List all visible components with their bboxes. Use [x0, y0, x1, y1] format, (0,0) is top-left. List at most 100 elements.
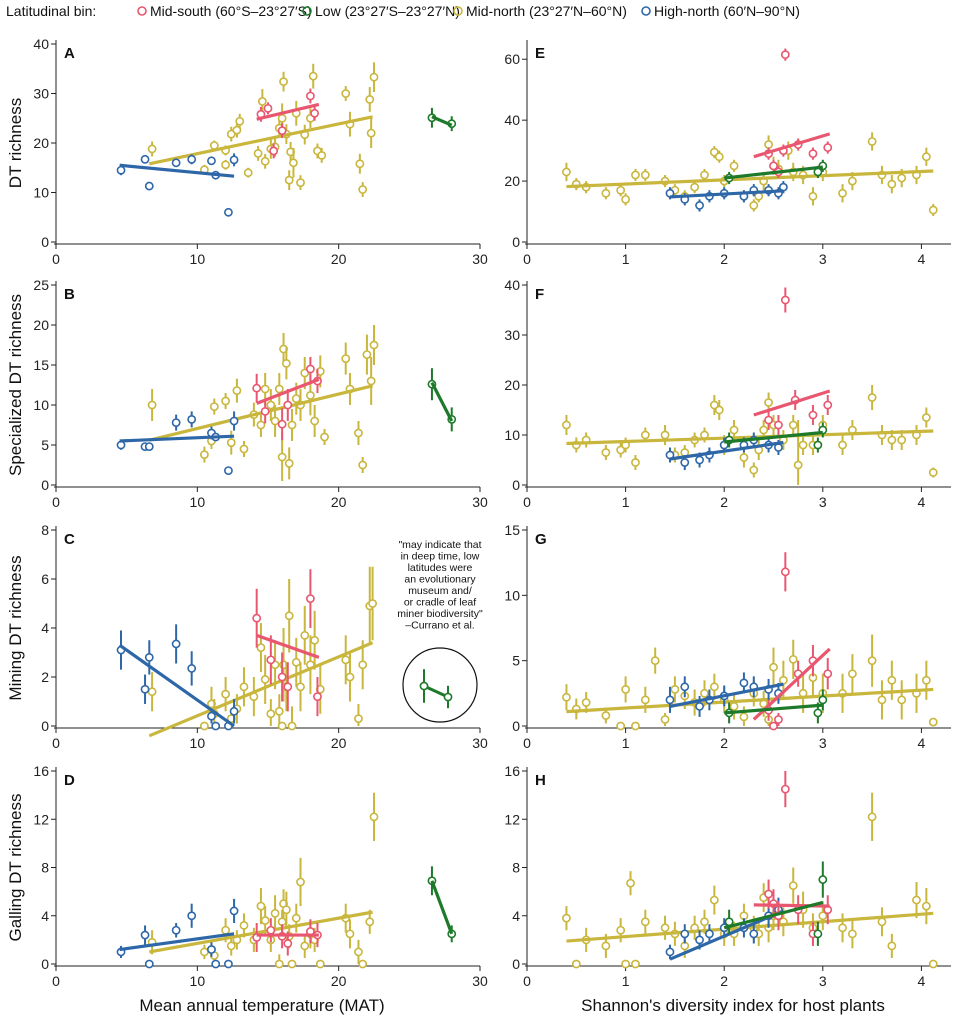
data-point: [823, 400, 833, 410]
series-lo: [723, 861, 828, 946]
data-point: [780, 295, 790, 305]
data-point: [921, 901, 931, 911]
fit-line: [430, 381, 454, 422]
data-point: [310, 635, 320, 645]
x-tick-label: 0: [523, 251, 531, 267]
series-lo: [427, 866, 457, 943]
data-point: [714, 152, 724, 162]
data-point: [616, 445, 626, 455]
data-point: [300, 630, 310, 640]
data-point: [695, 201, 704, 210]
data-point: [366, 376, 376, 386]
data-point: [187, 414, 197, 424]
y-axis-title: Mining DT richness: [6, 555, 25, 700]
fit-line: [753, 389, 831, 417]
data-point: [616, 721, 626, 731]
data-point: [808, 410, 818, 420]
fit-line: [119, 163, 235, 178]
data-point: [601, 941, 611, 951]
data-point: [764, 140, 773, 149]
data-point: [813, 929, 823, 939]
x-tick-label: 10: [190, 494, 206, 510]
data-point: [877, 695, 887, 705]
data-point: [358, 660, 368, 670]
quote-line: miner biodiversity": [397, 608, 483, 620]
data-point: [793, 460, 803, 470]
y-tick-label: 20: [504, 377, 520, 393]
y-tick-label: 12: [504, 811, 520, 827]
legend-marker-ms: [137, 6, 147, 16]
data-point: [296, 178, 305, 187]
data-point: [780, 50, 790, 60]
y-tick-label: 0: [512, 234, 520, 250]
data-point: [229, 706, 239, 716]
x-tick-label: 3: [819, 494, 827, 510]
series-mn: [147, 566, 377, 738]
data-point: [140, 684, 150, 694]
y-axis-title: DT richness: [6, 98, 25, 188]
data-point: [928, 717, 938, 727]
data-point: [277, 672, 287, 682]
data-point: [256, 643, 266, 652]
series-ms: [252, 918, 322, 956]
data-point: [818, 695, 828, 705]
data-point: [665, 947, 675, 957]
y-tick-label: 0: [512, 477, 520, 493]
x-tick-label: 2: [720, 494, 728, 510]
data-point: [144, 181, 154, 191]
data-point: [616, 185, 626, 195]
data-point: [305, 390, 315, 400]
data-point: [739, 678, 749, 688]
data-point: [144, 653, 154, 662]
data-point: [562, 420, 571, 430]
data-point: [601, 448, 611, 457]
data-point: [140, 930, 150, 940]
data-point: [305, 594, 315, 603]
data-point: [358, 185, 368, 194]
data-point: [345, 672, 355, 682]
data-point: [239, 444, 249, 454]
y-tick-label: 25: [33, 277, 49, 293]
data-point: [788, 420, 798, 430]
data-point: [171, 158, 181, 168]
data-point: [640, 430, 650, 440]
data-point: [239, 682, 249, 692]
x-tick-label: 30: [472, 251, 488, 267]
y-tick-label: 8: [41, 522, 49, 538]
series-lo: [724, 689, 828, 724]
y-tick-label: 40: [504, 112, 520, 128]
data-point: [366, 128, 376, 138]
x-tick-label: 0: [523, 973, 531, 989]
fit-line: [753, 903, 830, 908]
data-point: [281, 358, 291, 368]
data-point: [207, 945, 216, 954]
data-point: [252, 613, 262, 623]
data-point: [355, 159, 365, 169]
data-point: [284, 611, 294, 621]
data-point: [296, 682, 305, 692]
data-point: [680, 682, 690, 692]
data-point: [912, 895, 921, 905]
data-point: [897, 695, 907, 705]
data-point: [928, 959, 938, 969]
fit-line: [752, 647, 831, 721]
data-point: [626, 878, 635, 888]
legend-label-mn: Mid-north (23°27′N–60°N): [466, 3, 627, 19]
y-tick-label: 8: [41, 860, 49, 876]
data-point: [287, 420, 297, 430]
data-point: [270, 416, 280, 426]
y-tick-label: 20: [33, 317, 49, 333]
data-point: [147, 687, 157, 697]
data-point: [147, 144, 157, 154]
data-point: [144, 959, 154, 969]
data-point: [274, 706, 284, 716]
data-point: [621, 194, 631, 204]
data-point: [283, 939, 293, 948]
data-point: [229, 155, 239, 165]
data-point: [928, 205, 938, 215]
x-tick-label: 0: [52, 735, 60, 751]
data-point: [867, 137, 877, 146]
data-point: [365, 95, 375, 104]
data-point: [281, 905, 291, 915]
